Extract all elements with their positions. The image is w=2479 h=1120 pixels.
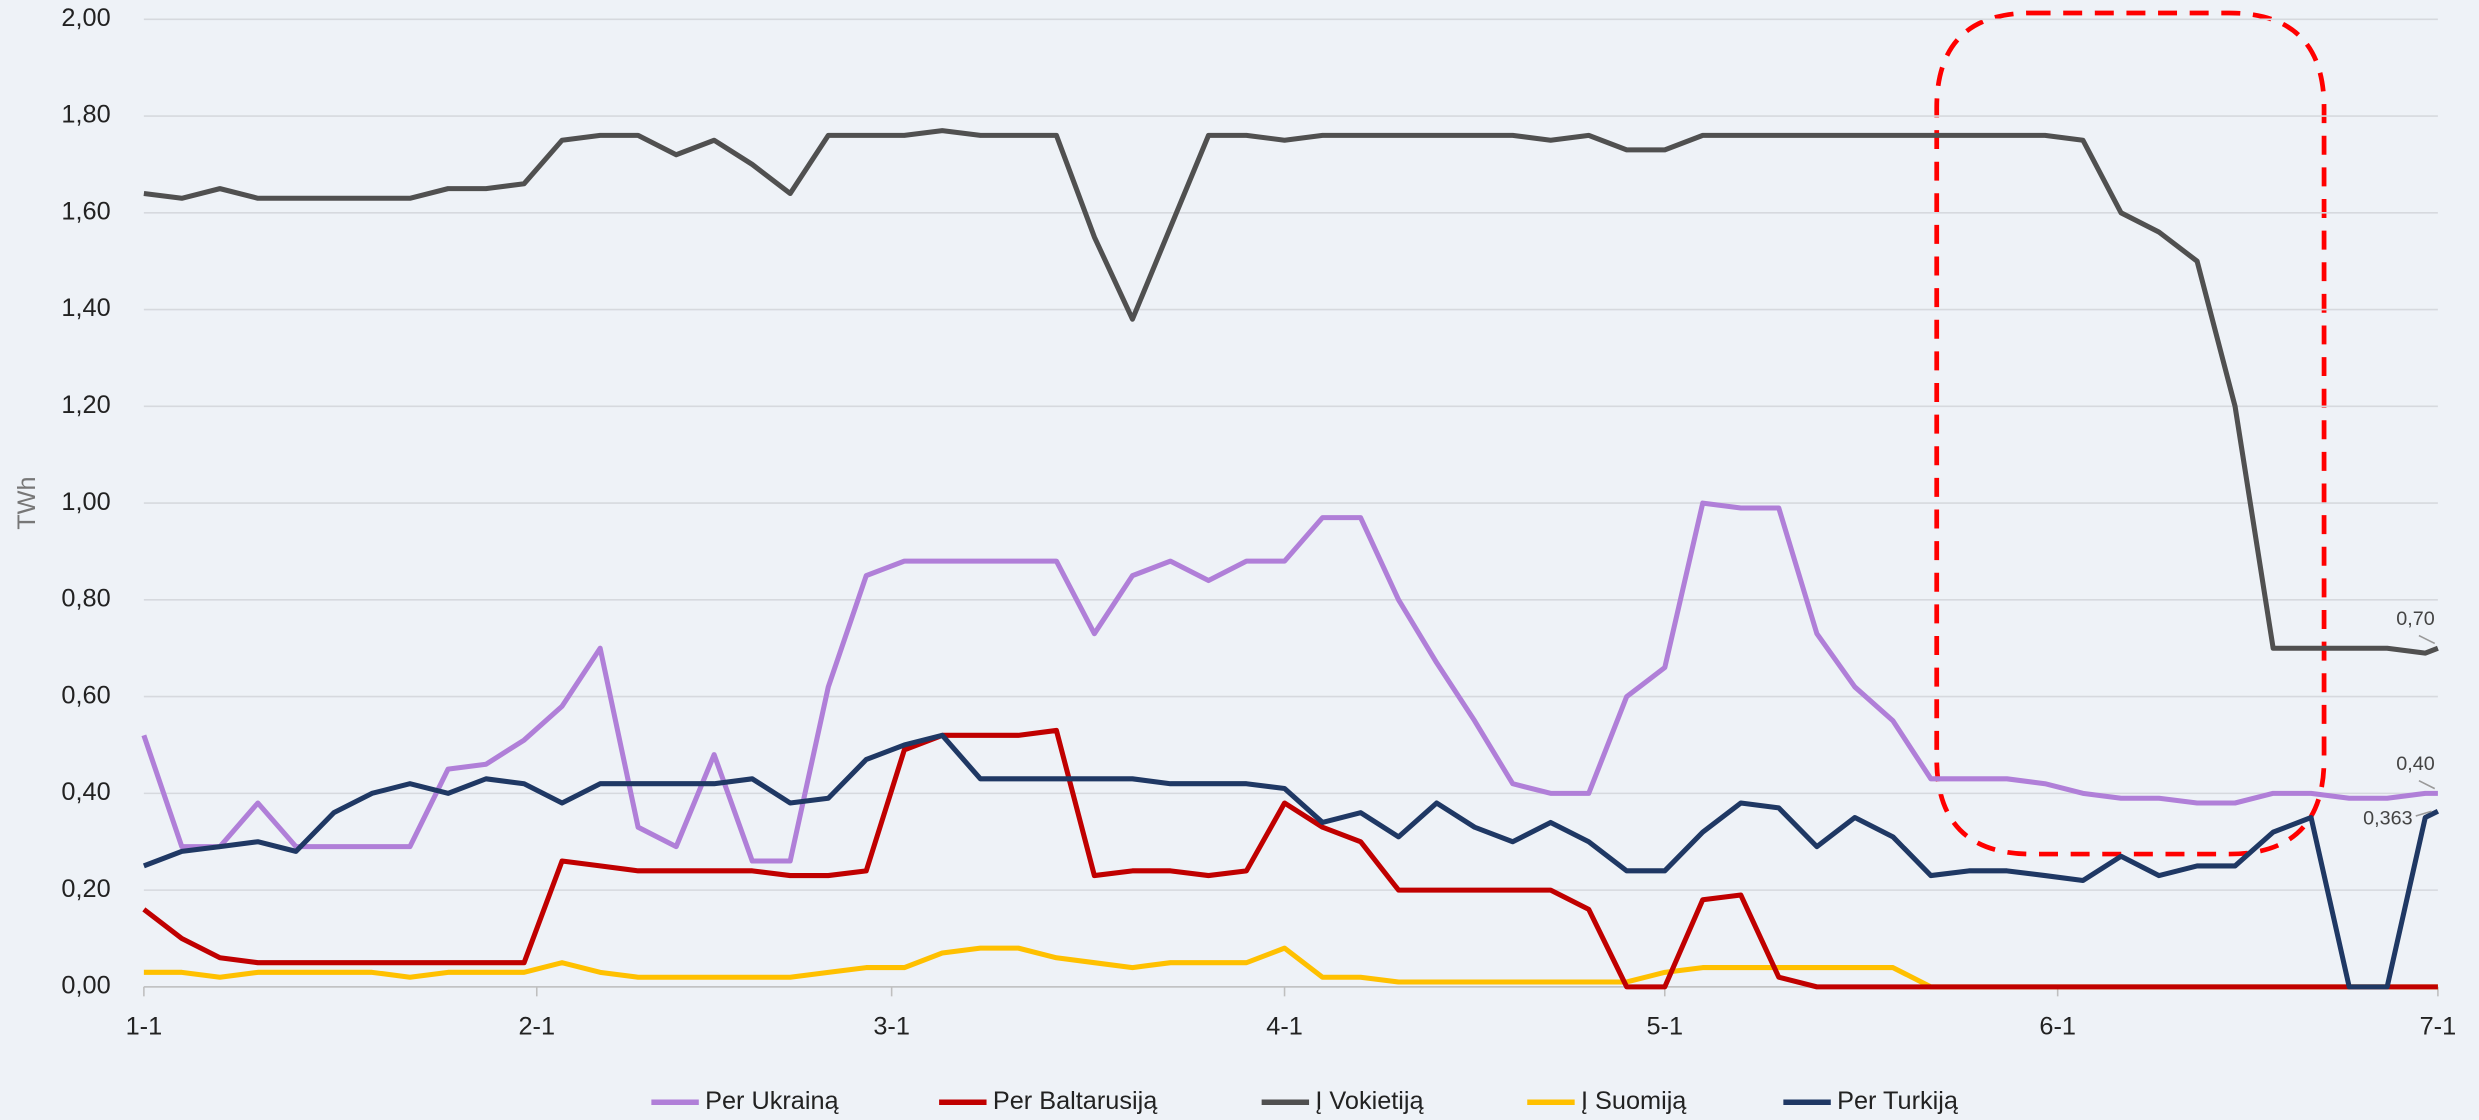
y-tick-label: 0,80 <box>61 585 110 613</box>
x-tick-label: 1-1 <box>126 1013 163 1041</box>
y-tick-label: 0,60 <box>61 681 110 709</box>
legend-label: Per Baltarusiją <box>993 1087 1158 1115</box>
series-line <box>142 732 2440 990</box>
x-tick-label: 4-1 <box>1266 1013 1303 1041</box>
x-tick-label: 2-1 <box>518 1013 555 1041</box>
y-tick-label: 0,00 <box>61 972 110 1000</box>
legend-label: Į Vokietiją <box>1315 1087 1424 1115</box>
series-line <box>141 500 2438 864</box>
y-tick-label: 1,60 <box>61 198 110 226</box>
y-tick-label: 1,80 <box>61 101 110 129</box>
series-line <box>143 128 2439 656</box>
y-tick-label: 0,40 <box>61 778 110 806</box>
x-tick-label: 7-1 <box>2420 1013 2457 1041</box>
y-tick-label: 2,00 <box>61 4 110 32</box>
value-label: 0,363 <box>2363 807 2412 829</box>
y-tick-label: 1,20 <box>61 391 110 419</box>
y-tick-label: 1,40 <box>61 294 110 322</box>
y-tick-label: 1,00 <box>61 488 110 516</box>
x-tick-label: 3-1 <box>873 1013 910 1041</box>
y-tick-label: 0,20 <box>61 875 110 903</box>
series-line <box>142 727 2438 990</box>
legend-label: Per Ukrainą <box>705 1087 839 1115</box>
label-leader <box>2418 779 2436 790</box>
label-leader <box>2415 810 2432 817</box>
y-axis-label: TWh <box>13 476 41 529</box>
legend-label: Per Turkiją <box>1837 1087 1959 1115</box>
x-tick-label: 5-1 <box>1646 1013 1683 1041</box>
label-leader <box>2418 634 2436 645</box>
value-label: 0,70 <box>2396 608 2434 630</box>
x-tick-label: 6-1 <box>2039 1013 2076 1041</box>
value-label: 0,40 <box>2396 753 2434 775</box>
legend-label: Į Suomiją <box>1581 1087 1687 1115</box>
highlight-box <box>1934 10 2327 857</box>
